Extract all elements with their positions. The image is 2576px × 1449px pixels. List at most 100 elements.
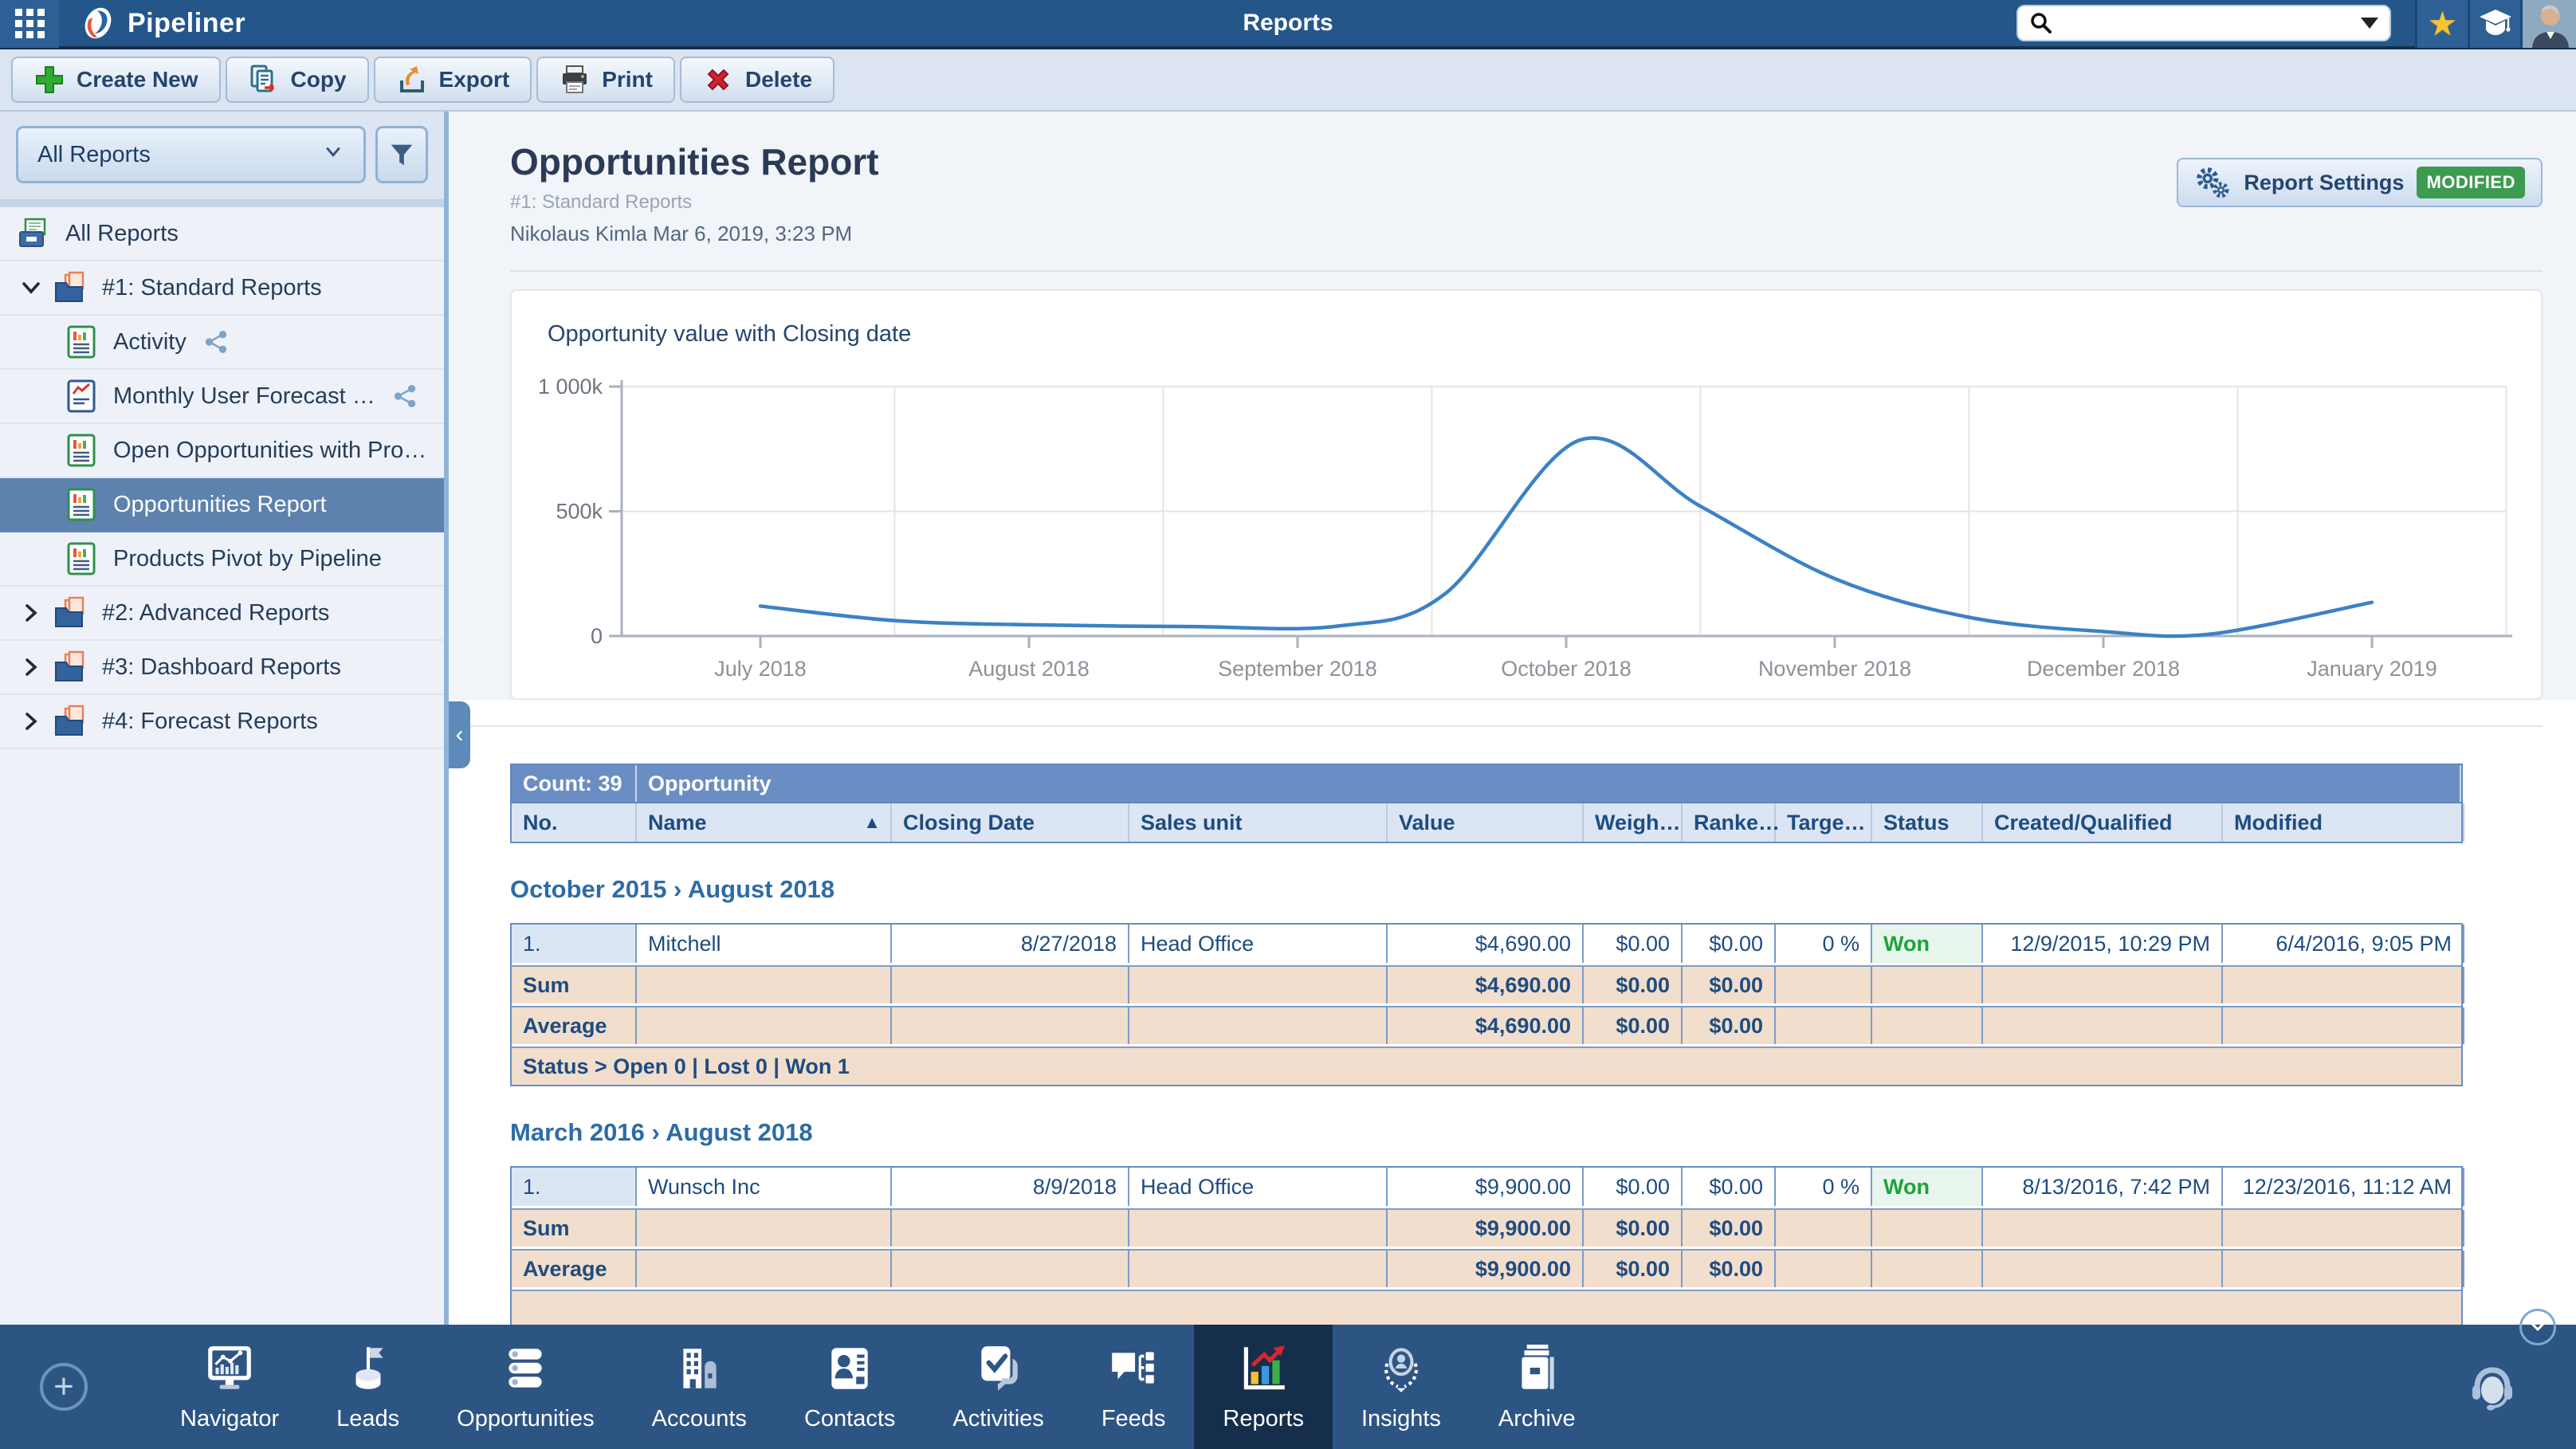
root-icon [16,217,51,250]
column-header-ranke[interactable]: Ranke… [1683,803,1780,842]
column-header-no[interactable]: No. [512,803,637,842]
cell-created-qualified: 8/13/2016, 7:42 PM [1983,1168,2223,1206]
cell-weigh: $0.00 [1584,1168,1683,1206]
table-row[interactable]: 1. Mitchell 8/27/2018 Head Office $4,690.00 $… [512,925,2464,963]
filter-button[interactable] [375,126,428,183]
cell-ranke: $0.00 [1683,1210,1776,1247]
user-avatar[interactable] [2520,0,2576,48]
favorites-button[interactable]: ★ [2415,0,2468,48]
sidebar-item-3-dashboard-reports[interactable]: #3: Dashboard Reports [0,641,444,695]
cell-ranke: $0.00 [1683,925,1776,963]
report-subtitle: #1: Standard Reports [510,191,693,213]
sidebar-item-products-pivot-by-pipeline[interactable]: Products Pivot by Pipeline [0,532,444,587]
reports-filter-dropdown[interactable]: All Reports [16,126,367,183]
report-settings-button[interactable]: Report Settings MODIFIED [2177,158,2543,207]
search-box[interactable] [2016,5,2391,41]
nav-leads[interactable]: Leads [308,1325,428,1449]
sidebar-item-4-forecast-reports[interactable]: #4: Forecast Reports [0,695,444,749]
nav-accounts[interactable]: Accounts [623,1325,776,1449]
brand[interactable]: Pipeliner [80,5,245,41]
page-title: Reports [1243,10,1333,36]
chevron-down-icon[interactable] [19,276,43,300]
nav-reports[interactable]: Reports [1194,1325,1333,1449]
report-icon [64,488,99,521]
average-row: Average $4,690.00 $0.00 $0.00 [512,1006,2464,1044]
column-header-closing-date[interactable]: Closing Date [892,803,1129,842]
support-button[interactable] [2468,1366,2517,1414]
accounts-icon [673,1342,725,1395]
column-header-weigh[interactable]: Weigh… [1584,803,1683,842]
nav-archive[interactable]: Archive [1470,1325,1604,1449]
sidebar-item-2-advanced-reports[interactable]: #2: Advanced Reports [0,587,444,641]
export-button[interactable]: Export [373,57,532,103]
column-header-targe[interactable]: Targe… [1776,803,1872,842]
column-header-value[interactable]: Value [1388,803,1584,842]
nav-label: Archive [1498,1405,1576,1431]
copy-button[interactable]: Copy [225,57,369,103]
create-new-button[interactable]: Create New [11,57,221,103]
cell-sales-unit [1129,967,1388,1003]
column-header-created-qualified[interactable]: Created/Qualified [1983,803,2223,842]
sum-row: Sum $9,900.00 $0.00 $0.00 [512,1208,2464,1247]
nav-contacts[interactable]: Contacts [776,1325,924,1449]
cell-sales-unit: Head Office [1129,1168,1388,1206]
table-row[interactable]: 1. Wunsch Inc 8/9/2018 Head Office $9,900.00… [512,1168,2464,1206]
svg-text:October 2018: October 2018 [1501,657,1632,681]
cell-name [637,1007,892,1044]
sidebar-collapse-handle[interactable]: ‹ [449,701,470,768]
cell-no: Sum [512,967,637,1003]
cell-modified [2223,1007,2464,1044]
cell-name [637,1251,892,1287]
cell-weigh: $0.00 [1584,925,1683,963]
academy-button[interactable] [2468,0,2520,48]
sidebar-item-activity[interactable]: Activity [0,316,444,370]
column-header-sales-unit[interactable]: Sales unit [1129,803,1388,842]
column-header-status[interactable]: Status [1872,803,1983,842]
chevron-right-icon[interactable] [19,709,43,733]
search-dropdown-arrow-icon[interactable] [2361,18,2378,29]
column-header-name[interactable]: Name ▲ [637,803,892,842]
status-summary: Status > Open 0 | Lost 0 | Won 1 [523,1054,850,1078]
cell-ranke: $0.00 [1683,1007,1776,1044]
chart-title: Opportunity value with Closing date [548,321,912,347]
section-table: 1. Wunsch Inc 8/9/2018 Head Office $9,900.00… [510,1166,2464,1325]
section-heading: March 2016 › August 2018 [510,1118,813,1146]
nav-label: Activities [952,1405,1044,1431]
nav-navigator[interactable]: Navigator [151,1325,308,1449]
cell-status [1872,1007,1983,1044]
table-column-header: No. Name ▲ Closing Date Sales unit Value Weigh… [510,803,2464,843]
cell-closing-date: 8/9/2018 [892,1168,1129,1206]
nav-feeds[interactable]: Feeds [1073,1325,1195,1449]
chevron-right-icon[interactable] [19,655,43,679]
nav-items: Navigator Leads Opportunities Accounts Conta… [151,1325,1604,1449]
contacts-icon [823,1342,876,1395]
chevron-right-icon[interactable] [19,601,43,625]
cell-targe [1776,1251,1872,1287]
search-input[interactable] [2053,8,2361,38]
cell-value: $9,900.00 [1388,1168,1584,1206]
sidebar-item-open-opportunities-with-pro[interactable]: Open Opportunities with Pro… [0,424,444,478]
nav-insights[interactable]: Insights [1333,1325,1470,1449]
report-meta: Nikolaus Kimla Mar 6, 2019, 3:23 PM [510,222,853,245]
collapse-nav-button[interactable] [2519,1309,2556,1345]
activities-icon [972,1342,1025,1395]
cell-targe [1776,967,1872,1003]
plus-icon [33,64,65,96]
folder-icon [53,650,88,684]
delete-button[interactable]: Delete [679,57,835,103]
cell-ranke: $0.00 [1683,1251,1776,1287]
print-button[interactable]: Print [536,57,675,103]
sidebar-item-opportunities-report[interactable]: Opportunities Report [0,478,444,532]
report-title: Opportunities Report [510,141,879,183]
sidebar-item-monthly-user-forecast[interactable]: Monthly User Forecast … [0,370,444,424]
svg-text:November 2018: November 2018 [1758,657,1911,681]
nav-label: Leads [336,1405,400,1431]
sidebar-item-all-reports[interactable]: All Reports [0,207,444,261]
app-grid-button[interactable] [0,0,59,48]
report-settings-label: Report Settings [2244,170,2405,194]
column-header-modified[interactable]: Modified [2223,803,2464,842]
nav-activities[interactable]: Activities [924,1325,1072,1449]
sidebar-item-1-standard-reports[interactable]: #1: Standard Reports [0,261,444,316]
nav-opportunities[interactable]: Opportunities [428,1325,623,1449]
quick-add-button[interactable]: + [40,1363,88,1411]
